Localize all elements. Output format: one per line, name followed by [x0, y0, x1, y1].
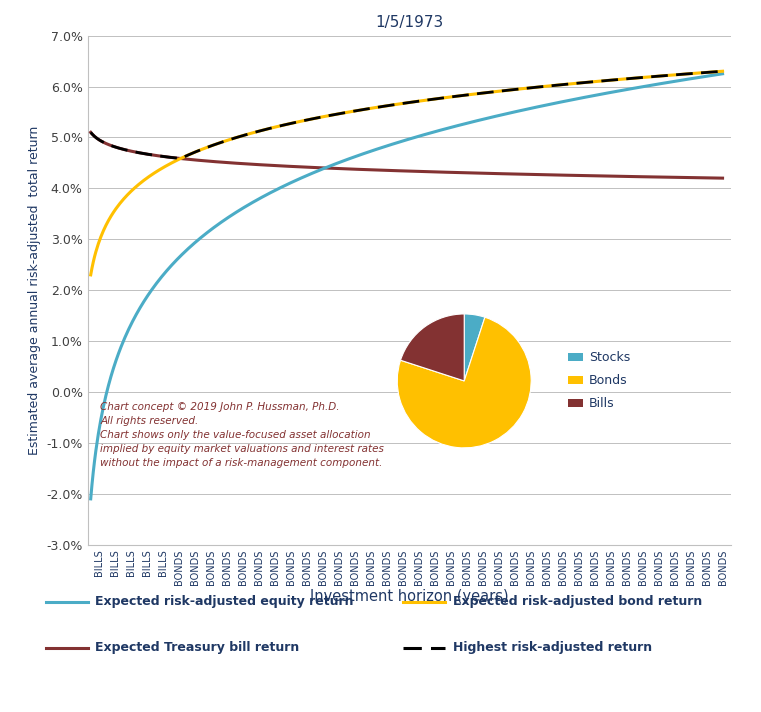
Wedge shape	[464, 314, 485, 381]
Title: 1/5/1973: 1/5/1973	[375, 15, 443, 31]
Text: Highest risk-adjusted return: Highest risk-adjusted return	[453, 642, 652, 654]
Text: Chart concept © 2019 John P. Hussman, Ph.D.
All rights reserved.
Chart shows onl: Chart concept © 2019 John P. Hussman, Ph…	[100, 402, 384, 468]
Text: Expected risk-adjusted bond return: Expected risk-adjusted bond return	[453, 595, 702, 608]
Wedge shape	[397, 318, 531, 448]
X-axis label: Investment horizon (years): Investment horizon (years)	[310, 589, 508, 604]
Text: Expected risk-adjusted equity return: Expected risk-adjusted equity return	[95, 595, 354, 608]
Wedge shape	[400, 314, 464, 381]
Legend: Stocks, Bonds, Bills: Stocks, Bonds, Bills	[562, 347, 635, 415]
Y-axis label: Estimated average annual risk-adjusted  total return: Estimated average annual risk-adjusted t…	[27, 125, 41, 455]
Text: Expected Treasury bill return: Expected Treasury bill return	[95, 642, 299, 654]
